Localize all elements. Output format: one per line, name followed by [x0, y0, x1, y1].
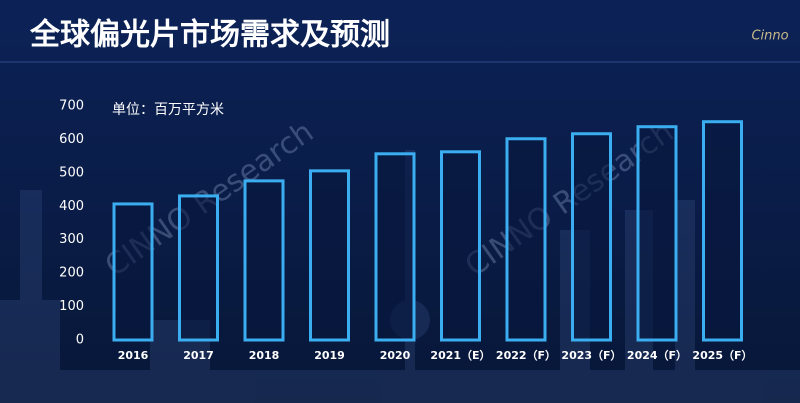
- x-tick-label: 2024（F）: [627, 349, 687, 362]
- y-tick-label: 100: [59, 299, 84, 314]
- bar: [243, 179, 285, 342]
- bar: [309, 169, 350, 342]
- bar: [374, 152, 416, 342]
- y-tick-label: 700: [59, 99, 84, 114]
- bar: [702, 120, 743, 342]
- bar: [505, 137, 547, 342]
- y-tick-label: 0: [76, 333, 84, 348]
- x-tick-label: 2019: [314, 349, 345, 362]
- x-tick-label: 2020: [380, 349, 411, 362]
- unit-label: 单位：百万平方米: [112, 102, 224, 118]
- x-tick-label: 2016: [118, 349, 149, 362]
- y-tick-label: 200: [59, 266, 84, 281]
- y-tick-label: 300: [59, 232, 84, 247]
- x-tick-label: 2022（F）: [496, 349, 556, 362]
- x-tick-label: 2021（E）: [430, 349, 490, 362]
- bar: [440, 150, 481, 342]
- y-tick-label: 600: [59, 132, 84, 147]
- x-tick-label: 2017: [183, 349, 214, 362]
- bar: [112, 202, 154, 342]
- x-tick-label: 2018: [249, 349, 280, 362]
- y-tick-label: 500: [59, 165, 84, 180]
- x-tick-label: 2023（F）: [561, 349, 621, 362]
- x-tick-label: 2025（F）: [692, 349, 752, 362]
- logo: Cinno: [751, 29, 788, 44]
- bar: [571, 132, 612, 342]
- y-tick-label: 400: [59, 199, 84, 214]
- chart-title: 全球偏光片市场需求及预测: [29, 18, 390, 53]
- bar: [178, 194, 219, 342]
- bar: [636, 125, 678, 342]
